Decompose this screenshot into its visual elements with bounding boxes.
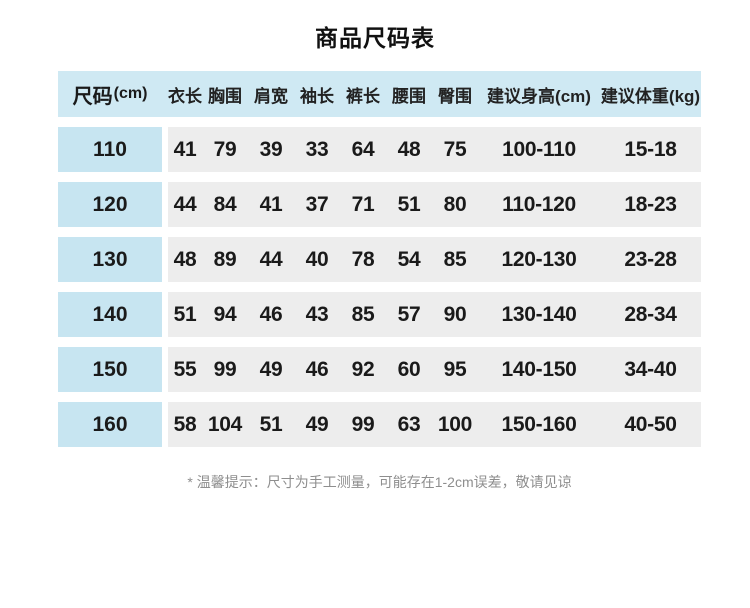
value-cell: 46: [259, 302, 283, 326]
table-row: 140 51 94 46 43 85 57 90 130-140 28-34: [58, 292, 701, 337]
value-cell: 130-140: [501, 302, 577, 326]
value-cell: 104: [207, 412, 243, 436]
value-cell: 41: [259, 192, 283, 216]
value-cell: 95: [443, 357, 467, 381]
size-cell: 120: [58, 182, 162, 227]
value-cell: 110-120: [502, 192, 576, 216]
value-cell: 63: [397, 412, 421, 436]
value-cell: 90: [443, 302, 467, 326]
value-cell: 39: [259, 137, 283, 161]
value-cell: 64: [351, 137, 375, 161]
table-header: 尺码 (cm) 衣长 胸围 肩宽 袖长 裤长 腰围 臀围 建议身高(cm) 建议体重(kg): [58, 71, 701, 117]
value-cell: 49: [259, 357, 283, 381]
value-cell: 18-23: [624, 192, 677, 216]
row-values: 48 89 44 40 78 54 85 120-130 23-28: [168, 237, 701, 282]
row-values: 51 94 46 43 85 57 90 130-140 28-34: [168, 292, 701, 337]
size-cell: 150: [58, 347, 162, 392]
column-header: 胸围: [208, 86, 242, 106]
size-table: 尺码 (cm) 衣长 胸围 肩宽 袖长 裤长 腰围 臀围 建议身高(cm) 建议体重(kg) 1…: [58, 71, 701, 447]
value-cell: 94: [213, 302, 237, 326]
size-column-header-label: 尺码: [72, 85, 113, 108]
row-values: 41 79 39 33 64 48 75 100-110 15-18: [168, 127, 701, 172]
column-header: 袖长: [300, 86, 334, 106]
size-column-header: 尺码 (cm): [58, 80, 162, 109]
size-cell: 110: [58, 127, 162, 172]
value-cell: 28-34: [624, 302, 677, 326]
table-row: 150 55 99 49 46 92 60 95 140-150 34-40: [58, 347, 701, 392]
column-header: 肩宽: [254, 86, 288, 106]
value-cell: 85: [443, 247, 467, 271]
value-cell: 40: [305, 247, 329, 271]
row-values: 58 104 51 49 99 63 100 150-160 40-50: [168, 402, 701, 447]
size-cell: 140: [58, 292, 162, 337]
value-cell: 84: [213, 192, 237, 216]
table-row: 120 44 84 41 37 71 51 80 110-120 18-23: [58, 182, 701, 227]
size-cell: 130: [58, 237, 162, 282]
column-header: 衣长: [168, 86, 202, 106]
value-cell: 99: [213, 357, 237, 381]
value-cell: 23-28: [624, 247, 677, 271]
table-row: 110 41 79 39 33 64 48 75 100-110 15-18: [58, 127, 701, 172]
column-header: 建议体重(kg): [600, 86, 701, 106]
value-cell: 75: [443, 137, 467, 161]
table-body: 110 41 79 39 33 64 48 75 100-110 15-18 120 44 84 41 37…: [58, 127, 701, 447]
column-header: 臀围: [438, 86, 472, 106]
value-cell: 99: [351, 412, 375, 436]
value-cell: 140-150: [501, 357, 577, 381]
value-cell: 60: [397, 357, 421, 381]
page-title: 商品尺码表: [315, 25, 435, 51]
value-cell: 51: [397, 192, 421, 216]
value-cell: 41: [173, 137, 197, 161]
value-cell: 58: [173, 412, 197, 436]
value-cell: 120-130: [501, 247, 577, 271]
value-cell: 46: [305, 357, 329, 381]
value-cell: 92: [351, 357, 375, 381]
value-cell: 85: [351, 302, 375, 326]
value-cell: 48: [397, 137, 421, 161]
table-row: 160 58 104 51 49 99 63 100 150-160 40-50: [58, 402, 701, 447]
value-cell: 34-40: [624, 357, 677, 381]
value-cell: 44: [259, 247, 283, 271]
value-cell: 51: [259, 412, 283, 436]
value-cell: 44: [173, 192, 197, 216]
column-header: 建议身高(cm): [487, 86, 591, 106]
value-cell: 80: [443, 192, 467, 216]
value-cell: 89: [213, 247, 237, 271]
value-cell: 15-18: [624, 137, 677, 161]
value-cell: 48: [173, 247, 197, 271]
value-cell: 150-160: [501, 412, 577, 436]
table-row: 130 48 89 44 40 78 54 85 120-130 23-28: [58, 237, 701, 282]
value-cell: 37: [305, 192, 329, 216]
value-cell: 100-110: [502, 137, 576, 161]
value-cell: 40-50: [624, 412, 677, 436]
value-cell: 49: [305, 412, 329, 436]
value-cell: 79: [213, 137, 237, 161]
measurement-note: * 温馨提示：尺寸为手工测量，可能存在1-2cm误差，敬请见谅: [187, 474, 572, 490]
value-cell: 78: [351, 247, 375, 271]
header-values: 衣长 胸围 肩宽 袖长 裤长 腰围 臀围 建议身高(cm) 建议体重(kg): [168, 82, 701, 107]
column-header: 腰围: [392, 86, 426, 106]
value-cell: 55: [173, 357, 197, 381]
row-values: 55 99 49 46 92 60 95 140-150 34-40: [168, 347, 701, 392]
value-cell: 43: [305, 302, 329, 326]
column-header: 裤长: [346, 86, 380, 106]
value-cell: 33: [305, 137, 329, 161]
value-cell: 57: [397, 302, 421, 326]
size-cell: 160: [58, 402, 162, 447]
value-cell: 100: [437, 412, 473, 436]
size-column-header-unit: (cm): [113, 85, 148, 102]
value-cell: 51: [173, 302, 197, 326]
row-values: 44 84 41 37 71 51 80 110-120 18-23: [168, 182, 701, 227]
value-cell: 71: [351, 192, 375, 216]
value-cell: 54: [397, 247, 421, 271]
